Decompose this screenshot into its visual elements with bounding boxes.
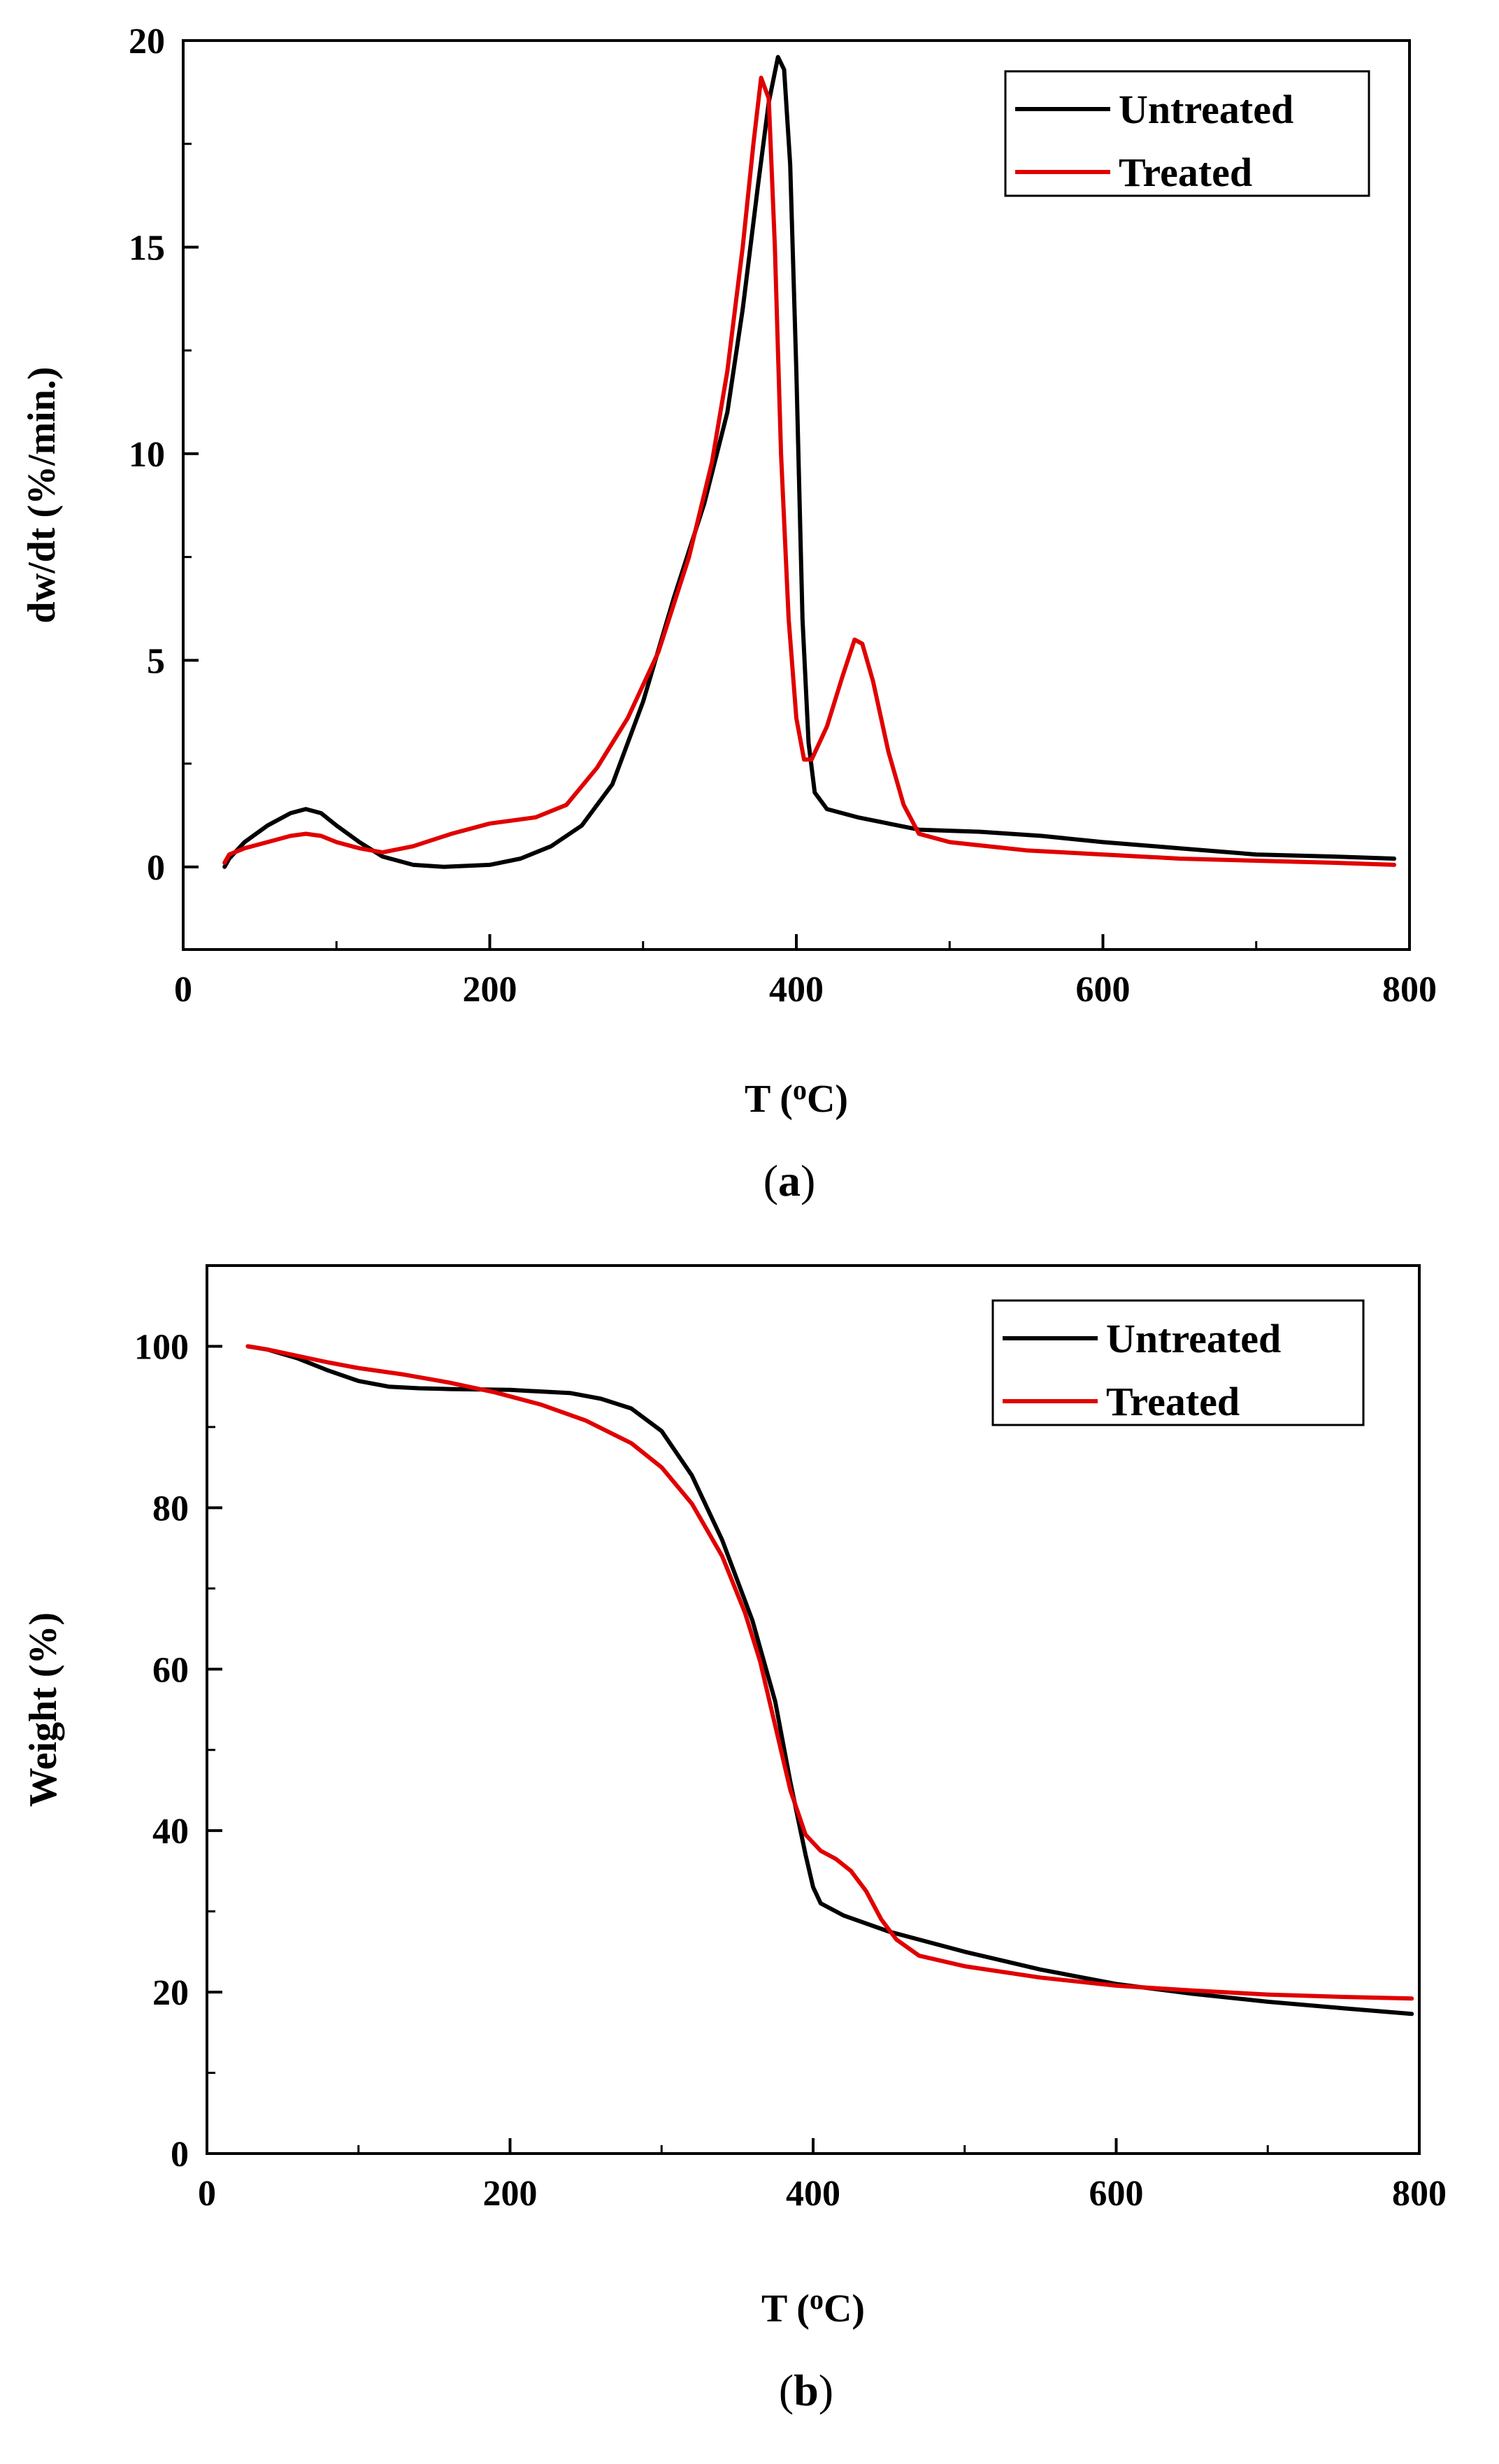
panel-a-x-tick-label: 600 <box>1076 970 1131 1010</box>
panel-a-legend: Untreated Treated <box>1004 70 1370 197</box>
panel-a-y-tick-label: 20 <box>129 22 165 62</box>
panel-b-y-tick-label: 80 <box>152 1489 189 1528</box>
panel-a-y-tick-label: 10 <box>129 435 165 475</box>
panel-b-y-tick-label: 0 <box>171 2135 189 2175</box>
panel-b-x-tick-label: 200 <box>483 2174 538 2214</box>
panel-b-x-tick-label: 400 <box>786 2174 840 2214</box>
panel-b-y-tick-label: 60 <box>152 1650 189 1690</box>
panel-b-x-axis-label: T (oC) <box>761 2284 865 2330</box>
panel-b-axes: 0 200 400 600 800 0 20 40 60 80 100 <box>134 1264 1447 2214</box>
panel-a-caption: (a) <box>763 1156 816 1205</box>
panel-b-x-tick-label: 0 <box>198 2174 216 2214</box>
panel-a-x-axis-label: T (oC) <box>745 1074 848 1121</box>
panel-b-legend-label-treated: Treated <box>1106 1379 1240 1424</box>
panel-a-x-tick-label: 0 <box>174 970 192 1010</box>
panel-b-x-tick-label: 600 <box>1089 2174 1144 2214</box>
panel-b-x-tick-label: 800 <box>1392 2174 1447 2214</box>
panel-a-y-axis-label: dw/dt (%/min.) <box>20 366 64 623</box>
panel-a-legend-box <box>1004 70 1370 197</box>
panel-b-legend: Untreated Treated <box>991 1299 1365 1426</box>
panel-a-axes: 0 200 400 600 800 0 5 10 15 20 <box>129 22 1437 1010</box>
panel-a-x-tick-label: 800 <box>1382 970 1437 1010</box>
panel-b-y-tick-label: 100 <box>134 1327 189 1367</box>
panel-a-series <box>222 55 1397 869</box>
panel-a-x-tick-label: 400 <box>769 970 824 1010</box>
panel-a-x-tick-label: 200 <box>463 970 517 1010</box>
panel-b-y-axis-label: Weight (%) <box>22 1612 65 1807</box>
panel-a-y-tick-label: 15 <box>129 228 165 268</box>
panel-b-series-untreated <box>245 1344 1414 2017</box>
panel-b-y-tick-label: 20 <box>152 1973 189 2013</box>
panel-a-y-tick-label: 0 <box>147 848 165 888</box>
panel-a-y-tick-label: 5 <box>147 641 165 681</box>
panel-b-series <box>245 1344 1414 2017</box>
panel-b: 0 200 400 600 800 0 20 40 60 80 100 Untreated Trea… <box>22 1264 1447 2415</box>
panel-b-y-tick-label: 40 <box>152 1812 189 1851</box>
panel-b-legend-label-untreated: Untreated <box>1106 1316 1281 1361</box>
panel-a-legend-label-treated: Treated <box>1119 150 1252 195</box>
panel-b-legend-box <box>991 1299 1365 1426</box>
panel-b-series-treated <box>245 1344 1414 2001</box>
panel-a-series-treated <box>222 76 1397 867</box>
panel-a-legend-label-untreated: Untreated <box>1119 87 1293 132</box>
panel-b-caption: (b) <box>779 2365 833 2415</box>
panel-a-series-untreated <box>222 55 1397 869</box>
